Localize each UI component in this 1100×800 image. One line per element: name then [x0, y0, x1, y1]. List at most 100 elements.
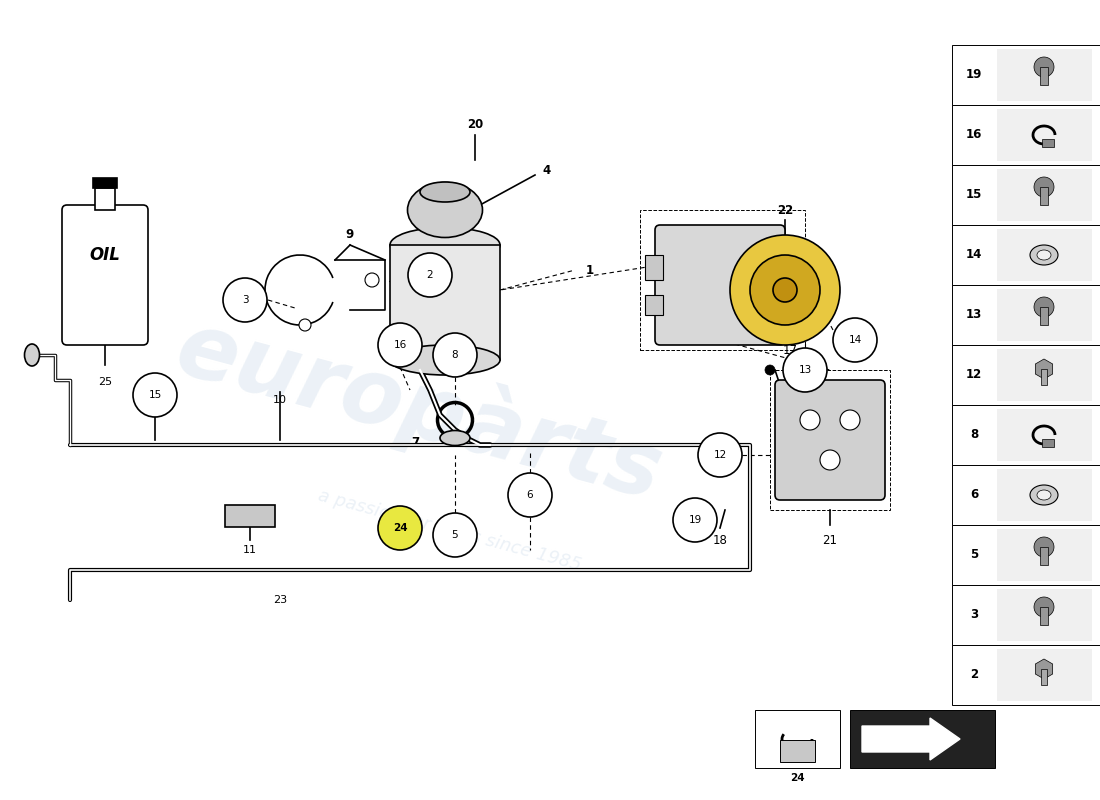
Circle shape [730, 235, 840, 345]
Circle shape [299, 319, 311, 331]
Text: 12: 12 [966, 369, 982, 382]
Bar [997, 229, 1092, 281]
Circle shape [223, 278, 267, 322]
Text: 15: 15 [148, 390, 162, 400]
Text: 23: 23 [273, 595, 287, 605]
Ellipse shape [420, 182, 470, 202]
Bar [952, 345, 1100, 405]
Bar [997, 349, 1092, 401]
Text: 18: 18 [713, 534, 727, 546]
Text: 10: 10 [273, 395, 287, 405]
Circle shape [133, 373, 177, 417]
Text: 8: 8 [970, 429, 978, 442]
Ellipse shape [1037, 250, 1050, 260]
Circle shape [433, 333, 477, 377]
Bar [997, 169, 1092, 221]
Bar [1040, 67, 1048, 85]
Circle shape [378, 506, 422, 550]
Circle shape [408, 253, 452, 297]
Text: 422 03: 422 03 [873, 771, 921, 785]
Circle shape [764, 365, 776, 375]
Ellipse shape [390, 227, 501, 262]
Bar [780, 740, 815, 762]
Text: 2: 2 [970, 669, 978, 682]
Text: 20: 20 [466, 118, 483, 131]
Ellipse shape [24, 344, 40, 366]
Bar [1041, 369, 1047, 385]
Text: a passion for parts since 1985: a passion for parts since 1985 [317, 486, 584, 574]
Text: 1: 1 [586, 263, 594, 277]
Bar [95, 188, 116, 210]
Text: 14: 14 [966, 249, 982, 262]
Text: OIL: OIL [89, 246, 120, 264]
Text: 17: 17 [782, 343, 797, 357]
Text: 19: 19 [689, 515, 702, 525]
Bar [645, 255, 663, 280]
Text: 24: 24 [393, 523, 407, 533]
Polygon shape [862, 718, 960, 760]
Text: 13: 13 [799, 365, 812, 375]
Text: 2: 2 [427, 270, 433, 280]
Bar [952, 105, 1100, 165]
Bar [952, 465, 1100, 525]
Bar [952, 645, 1100, 705]
Text: 7: 7 [411, 435, 419, 449]
Circle shape [840, 410, 860, 430]
Bar [952, 525, 1100, 585]
Bar [952, 165, 1100, 225]
Bar [1040, 607, 1048, 625]
Bar [645, 295, 663, 315]
Bar [390, 245, 501, 360]
Bar [997, 109, 1092, 161]
Text: 19: 19 [966, 69, 982, 82]
Text: 21: 21 [823, 534, 837, 546]
Bar [640, 210, 805, 350]
Circle shape [698, 433, 742, 477]
Ellipse shape [1037, 490, 1050, 500]
Ellipse shape [407, 182, 483, 238]
Circle shape [673, 498, 717, 542]
Bar [997, 649, 1092, 701]
Circle shape [750, 255, 820, 325]
Bar [1040, 547, 1048, 565]
Circle shape [1034, 297, 1054, 317]
FancyBboxPatch shape [62, 205, 149, 345]
Circle shape [508, 473, 552, 517]
Circle shape [783, 348, 827, 392]
Circle shape [365, 273, 380, 287]
Bar [94, 178, 117, 188]
Text: 16: 16 [394, 340, 407, 350]
FancyBboxPatch shape [654, 225, 785, 345]
Bar [226, 505, 275, 527]
Text: 5: 5 [970, 549, 978, 562]
Bar [997, 529, 1092, 581]
Bar [850, 710, 996, 768]
Text: 24: 24 [790, 773, 804, 783]
Ellipse shape [440, 430, 470, 446]
Bar [1040, 187, 1048, 205]
Bar [997, 49, 1092, 101]
Text: 3: 3 [242, 295, 249, 305]
Bar [952, 405, 1100, 465]
Text: 15: 15 [966, 189, 982, 202]
Circle shape [1034, 57, 1054, 77]
Text: 22: 22 [777, 203, 793, 217]
Circle shape [1034, 177, 1054, 197]
Circle shape [1034, 597, 1054, 617]
Bar [997, 589, 1092, 641]
Text: 14: 14 [848, 335, 861, 345]
Circle shape [378, 323, 422, 367]
Text: 3: 3 [970, 609, 978, 622]
Text: europàrts: europàrts [167, 301, 673, 519]
Bar [1042, 439, 1054, 447]
Circle shape [820, 450, 840, 470]
Text: 9: 9 [345, 229, 354, 242]
Ellipse shape [390, 345, 501, 375]
Text: 6: 6 [970, 489, 978, 502]
Bar [997, 409, 1092, 461]
Circle shape [433, 513, 477, 557]
Text: 25: 25 [98, 377, 112, 387]
Bar [952, 45, 1100, 105]
Ellipse shape [1030, 245, 1058, 265]
Bar [997, 289, 1092, 341]
